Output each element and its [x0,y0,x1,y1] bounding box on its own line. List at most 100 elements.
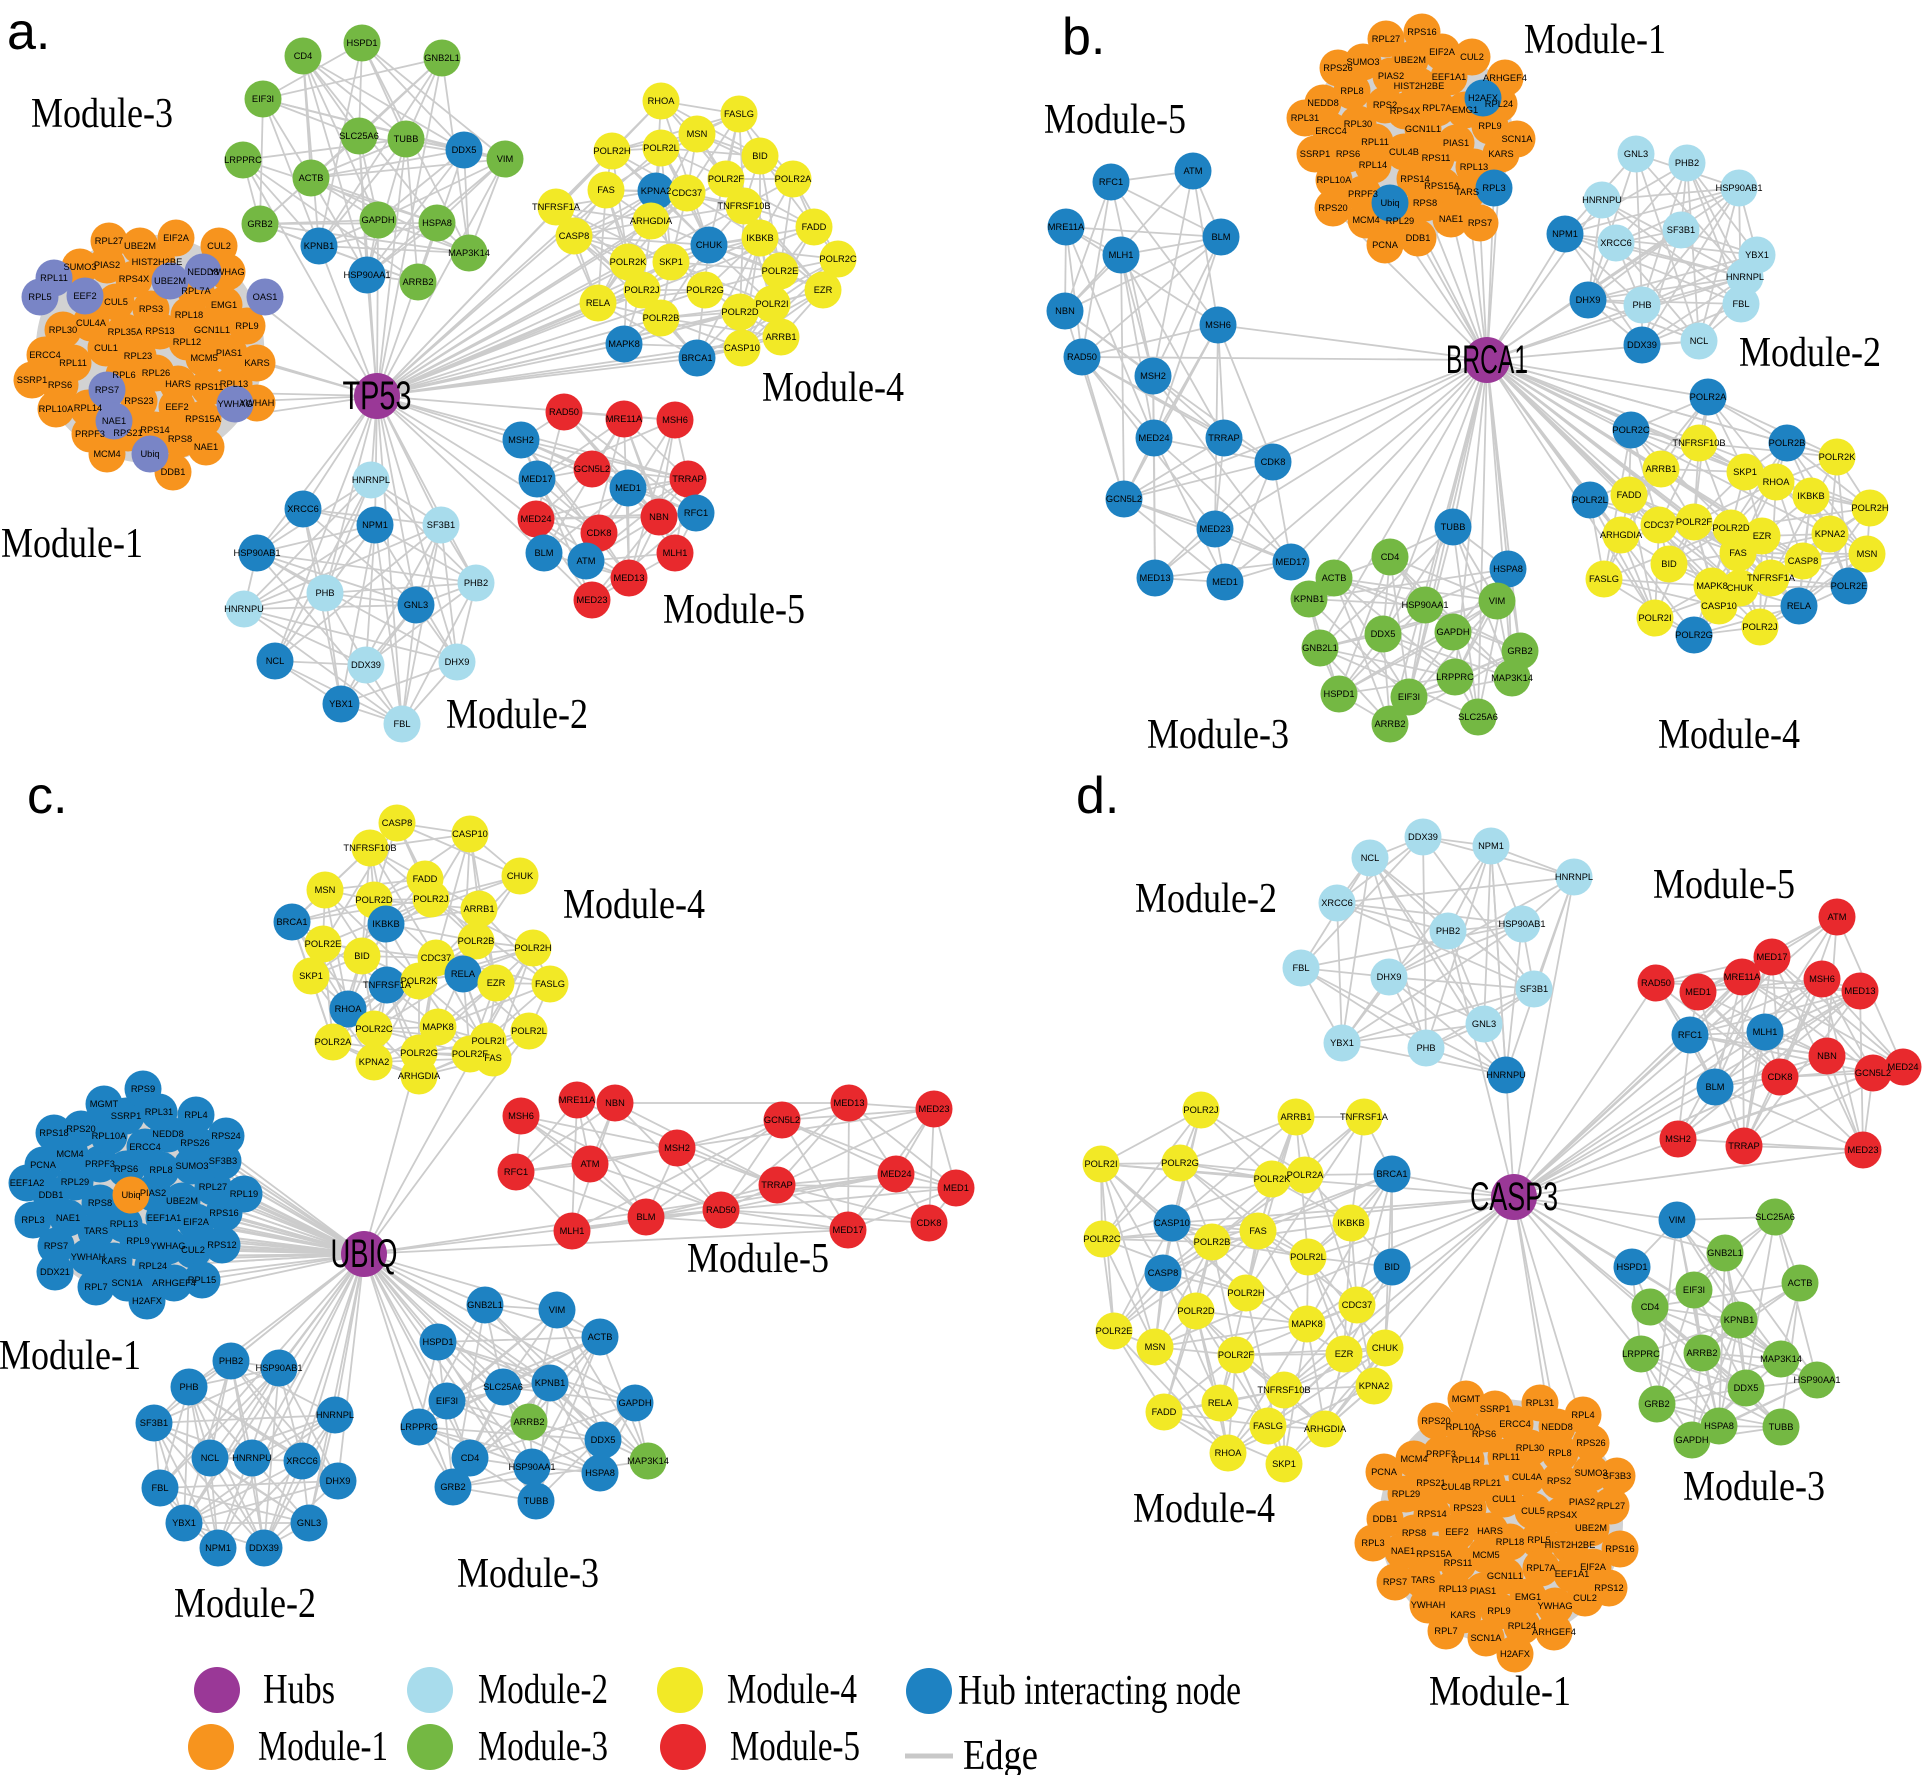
svg-text:RPL3: RPL3 [1361,1538,1384,1548]
svg-text:VIM: VIM [497,154,514,164]
svg-text:RPS20: RPS20 [66,1124,95,1134]
svg-text:POLR2I: POLR2I [471,1036,504,1046]
svg-text:PHB: PHB [1416,1043,1435,1053]
svg-text:RPS8: RPS8 [1402,1528,1426,1538]
svg-text:RPS15A: RPS15A [185,414,221,424]
svg-text:MED24: MED24 [1138,433,1169,443]
svg-text:SF3B3: SF3B3 [209,1156,237,1166]
svg-text:DDB1: DDB1 [1373,1514,1398,1524]
svg-text:RPS18: RPS18 [39,1128,68,1138]
svg-text:SF3B3: SF3B3 [1603,1471,1631,1481]
svg-text:SLC25A6: SLC25A6 [1458,712,1498,722]
svg-text:POLR2L: POLR2L [1290,1252,1326,1262]
svg-text:CDC37: CDC37 [1644,520,1674,530]
svg-text:Module-3: Module-3 [31,91,173,137]
svg-text:CHUK: CHUK [507,871,534,881]
svg-text:MCM5: MCM5 [190,353,217,363]
svg-text:SSRP1: SSRP1 [1300,149,1331,159]
svg-text:HSPA8: HSPA8 [1704,1421,1734,1431]
svg-text:DDX5: DDX5 [452,145,477,155]
svg-text:HSPA8: HSPA8 [422,218,452,228]
svg-text:HSPA8: HSPA8 [585,1468,615,1478]
svg-text:GCN1L1: GCN1L1 [1487,1571,1523,1581]
svg-text:POLR2K: POLR2K [610,257,647,267]
svg-text:SF3B1: SF3B1 [1667,225,1695,235]
svg-text:POLR2D: POLR2D [1177,1306,1214,1316]
svg-text:HNRNPU: HNRNPU [224,604,264,614]
svg-text:RFC1: RFC1 [684,508,708,518]
svg-text:POLR2I: POLR2I [1638,613,1671,623]
svg-text:RPL30: RPL30 [1516,1443,1544,1453]
svg-text:PHB2: PHB2 [219,1356,243,1366]
svg-text:RPL7A: RPL7A [181,286,211,296]
svg-text:RPS20: RPS20 [1318,203,1347,213]
svg-text:KPNA2: KPNA2 [359,1057,390,1067]
svg-text:LRPPRC: LRPPRC [1436,672,1474,682]
svg-text:MED17: MED17 [521,474,552,484]
svg-text:CUL2: CUL2 [181,1245,205,1255]
svg-text:SF3B1: SF3B1 [140,1418,168,1428]
svg-text:LRPPRC: LRPPRC [400,1422,438,1432]
svg-text:Hub interacting node: Hub interacting node [958,1668,1241,1714]
svg-text:Module-1: Module-1 [1,521,143,567]
svg-text:PCNA: PCNA [30,1160,57,1170]
svg-text:RPS13: RPS13 [145,326,174,336]
svg-text:c.: c. [27,767,67,825]
svg-text:PCNA: PCNA [1371,1467,1398,1477]
svg-text:PHB2: PHB2 [464,578,488,588]
svg-text:ATM: ATM [1184,166,1203,176]
svg-text:RHOA: RHOA [1763,477,1791,487]
svg-text:ACTB: ACTB [588,1332,613,1342]
svg-text:PCNA: PCNA [1372,240,1399,250]
svg-text:POLR2D: POLR2D [355,895,392,905]
svg-text:MAP3K14: MAP3K14 [1760,1354,1802,1364]
svg-text:YWHAG: YWHAG [1537,1601,1572,1611]
svg-text:TNFRSF10B: TNFRSF10B [717,201,770,211]
svg-text:LRPPRC: LRPPRC [224,155,262,165]
svg-text:GNL3: GNL3 [1624,149,1648,159]
svg-text:RPL13: RPL13 [1460,162,1488,172]
svg-text:HSP90AA1: HSP90AA1 [1401,600,1448,610]
svg-text:RPL30: RPL30 [49,325,77,335]
svg-text:YWHAH: YWHAH [240,398,275,408]
svg-text:RPL31: RPL31 [1526,1398,1554,1408]
svg-text:RPL11: RPL11 [40,273,68,283]
svg-text:BLM: BLM [1211,232,1230,242]
svg-text:DHX9: DHX9 [326,1476,351,1486]
svg-text:RPS15A: RPS15A [1416,1549,1452,1559]
svg-text:MED1: MED1 [1212,577,1238,587]
svg-text:GCN1L1: GCN1L1 [1405,124,1441,134]
svg-text:CUL4A: CUL4A [76,318,107,328]
svg-text:Module-1: Module-1 [1429,1669,1571,1715]
svg-text:MAPK8: MAPK8 [1291,1319,1323,1329]
svg-text:RPL11: RPL11 [1361,137,1389,147]
svg-text:ARHGEF4: ARHGEF4 [152,1278,196,1288]
svg-text:POLR2L: POLR2L [643,143,679,153]
svg-text:GCN1L1: GCN1L1 [194,325,230,335]
svg-text:SUMO3: SUMO3 [1574,1468,1607,1478]
svg-text:ATM: ATM [577,556,596,566]
svg-text:RPL5: RPL5 [28,292,51,302]
svg-text:YBX1: YBX1 [329,699,353,709]
svg-text:H2AFX: H2AFX [1468,93,1498,103]
svg-text:RPS16: RPS16 [1407,27,1436,37]
svg-text:BID: BID [1384,1262,1400,1272]
svg-text:RPS4X: RPS4X [1547,1510,1578,1520]
svg-text:RPS2: RPS2 [1373,100,1397,110]
svg-text:CASP10: CASP10 [1154,1218,1190,1228]
svg-text:GNL3: GNL3 [297,1518,321,1528]
svg-text:POLR2F: POLR2F [452,1049,488,1059]
svg-text:RPL4: RPL4 [184,1110,207,1120]
svg-text:RELA: RELA [1208,1398,1233,1408]
svg-text:HSP90AB1: HSP90AB1 [1715,183,1762,193]
svg-text:PIAS2: PIAS2 [94,260,120,270]
svg-text:CDC37: CDC37 [672,188,702,198]
svg-text:SKP1: SKP1 [299,971,323,981]
svg-text:NCL: NCL [1361,853,1380,863]
svg-text:BLM: BLM [534,548,553,558]
svg-text:CUL5: CUL5 [1521,1506,1545,1516]
svg-text:HIST2H2BE: HIST2H2BE [1394,81,1445,91]
svg-text:Module-5: Module-5 [687,1236,829,1282]
svg-text:Module-4: Module-4 [727,1667,857,1713]
svg-text:EMG1: EMG1 [211,300,237,310]
